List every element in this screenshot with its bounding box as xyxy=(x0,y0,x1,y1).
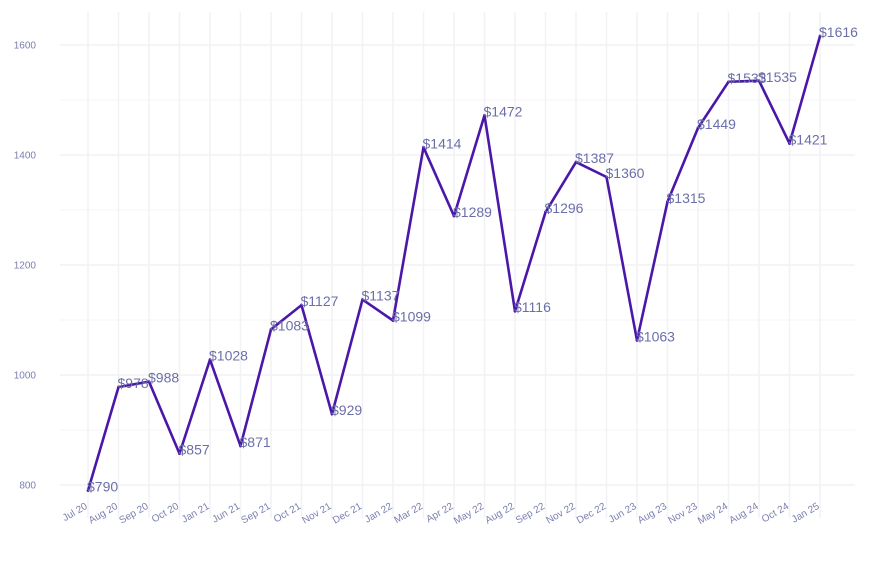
data-label: $1296 xyxy=(545,200,584,216)
x-tick-label: Jul 20 xyxy=(61,501,90,524)
x-tick-label: Dec 22 xyxy=(575,501,608,527)
data-point xyxy=(117,385,120,389)
data-label: $1083 xyxy=(270,317,309,333)
data-point xyxy=(239,444,242,448)
data-point xyxy=(86,489,90,492)
data-label: $1535 xyxy=(758,69,797,85)
data-point xyxy=(452,214,456,218)
data-point xyxy=(757,79,761,83)
x-tick-label: Dec 21 xyxy=(331,501,364,527)
data-point xyxy=(513,309,517,313)
x-tick-label: Sep 21 xyxy=(240,501,273,527)
data-point xyxy=(208,358,212,361)
data-point xyxy=(727,80,730,84)
data-label: $1360 xyxy=(606,165,645,181)
x-tick-label: Aug 23 xyxy=(636,501,669,527)
data-point xyxy=(818,34,822,38)
data-point xyxy=(605,175,608,179)
grid xyxy=(60,12,855,518)
data-label: $871 xyxy=(240,434,271,450)
data-labels: $790 $978 $988 $857 $1028 $871 $1083 $1127 $929 $… xyxy=(87,24,858,494)
data-label: $978 xyxy=(118,375,149,391)
x-tick-label: Oct 21 xyxy=(272,501,303,525)
series-line-group xyxy=(86,34,822,492)
data-label: $1116 xyxy=(514,299,551,315)
data-point xyxy=(574,160,578,164)
x-tick-label: Jan 25 xyxy=(790,501,822,526)
data-label: $1289 xyxy=(453,204,492,220)
data-label: $1099 xyxy=(392,309,431,325)
data-point xyxy=(178,452,181,456)
data-point xyxy=(483,114,486,117)
data-label: $1472 xyxy=(484,103,523,119)
data-point xyxy=(544,210,547,214)
x-tick-label: Sep 22 xyxy=(514,501,547,527)
x-tick-label: Jun 23 xyxy=(607,501,639,526)
x-tick-label: Nov 21 xyxy=(301,501,334,527)
data-label: $1414 xyxy=(423,135,462,151)
data-label: $988 xyxy=(148,370,179,386)
x-tick-label: May 22 xyxy=(452,501,486,527)
y-tick-label: 1400 xyxy=(14,151,37,162)
data-label: $1028 xyxy=(209,348,248,364)
data-label: $1127 xyxy=(301,293,339,309)
data-point xyxy=(666,200,669,204)
data-point xyxy=(422,145,425,149)
x-tick-label: Jan 21 xyxy=(180,501,212,526)
data-label: $857 xyxy=(179,442,210,458)
data-label: $1421 xyxy=(789,131,828,147)
x-tick-label: Nov 23 xyxy=(667,501,700,527)
data-point xyxy=(696,126,700,130)
y-tick-label: 1200 xyxy=(14,261,37,272)
data-point xyxy=(330,412,334,416)
x-tick-label: Mar 22 xyxy=(393,501,426,526)
y-axis: 800 1000 1200 1400 1600 xyxy=(14,41,37,492)
y-tick-label: 800 xyxy=(19,481,36,492)
y-tick-label: 1600 xyxy=(14,41,37,52)
x-tick-label: Sep 20 xyxy=(118,501,151,527)
x-tick-label: Nov 22 xyxy=(545,501,578,527)
data-point xyxy=(391,319,395,322)
x-tick-label: Apr 22 xyxy=(424,501,455,525)
data-label: $1137 xyxy=(362,288,400,304)
data-point xyxy=(788,142,791,145)
x-tick-label: Oct 20 xyxy=(150,501,181,525)
x-tick-label: Jun 21 xyxy=(210,501,242,526)
x-tick-label: Oct 24 xyxy=(760,501,791,525)
data-label: $929 xyxy=(331,402,362,418)
x-tick-label: Jan 22 xyxy=(363,501,395,526)
data-label: $1315 xyxy=(667,190,706,206)
data-point xyxy=(147,380,151,383)
data-point xyxy=(269,327,273,331)
x-tick-label: Aug 20 xyxy=(87,501,120,527)
data-label: $1533 xyxy=(728,70,767,86)
data-label: $1387 xyxy=(575,150,614,166)
y-tick-label: 1000 xyxy=(14,371,37,382)
data-label: $1063 xyxy=(636,328,675,344)
data-label: $1449 xyxy=(697,116,736,132)
data-point xyxy=(361,298,364,302)
data-label: $1616 xyxy=(819,24,858,40)
data-point xyxy=(635,338,639,342)
data-label: $790 xyxy=(87,479,118,495)
data-point xyxy=(300,303,303,307)
x-tick-label: May 24 xyxy=(696,501,730,527)
x-tick-label: Aug 24 xyxy=(728,501,761,527)
x-tick-label: Aug 22 xyxy=(484,501,517,527)
